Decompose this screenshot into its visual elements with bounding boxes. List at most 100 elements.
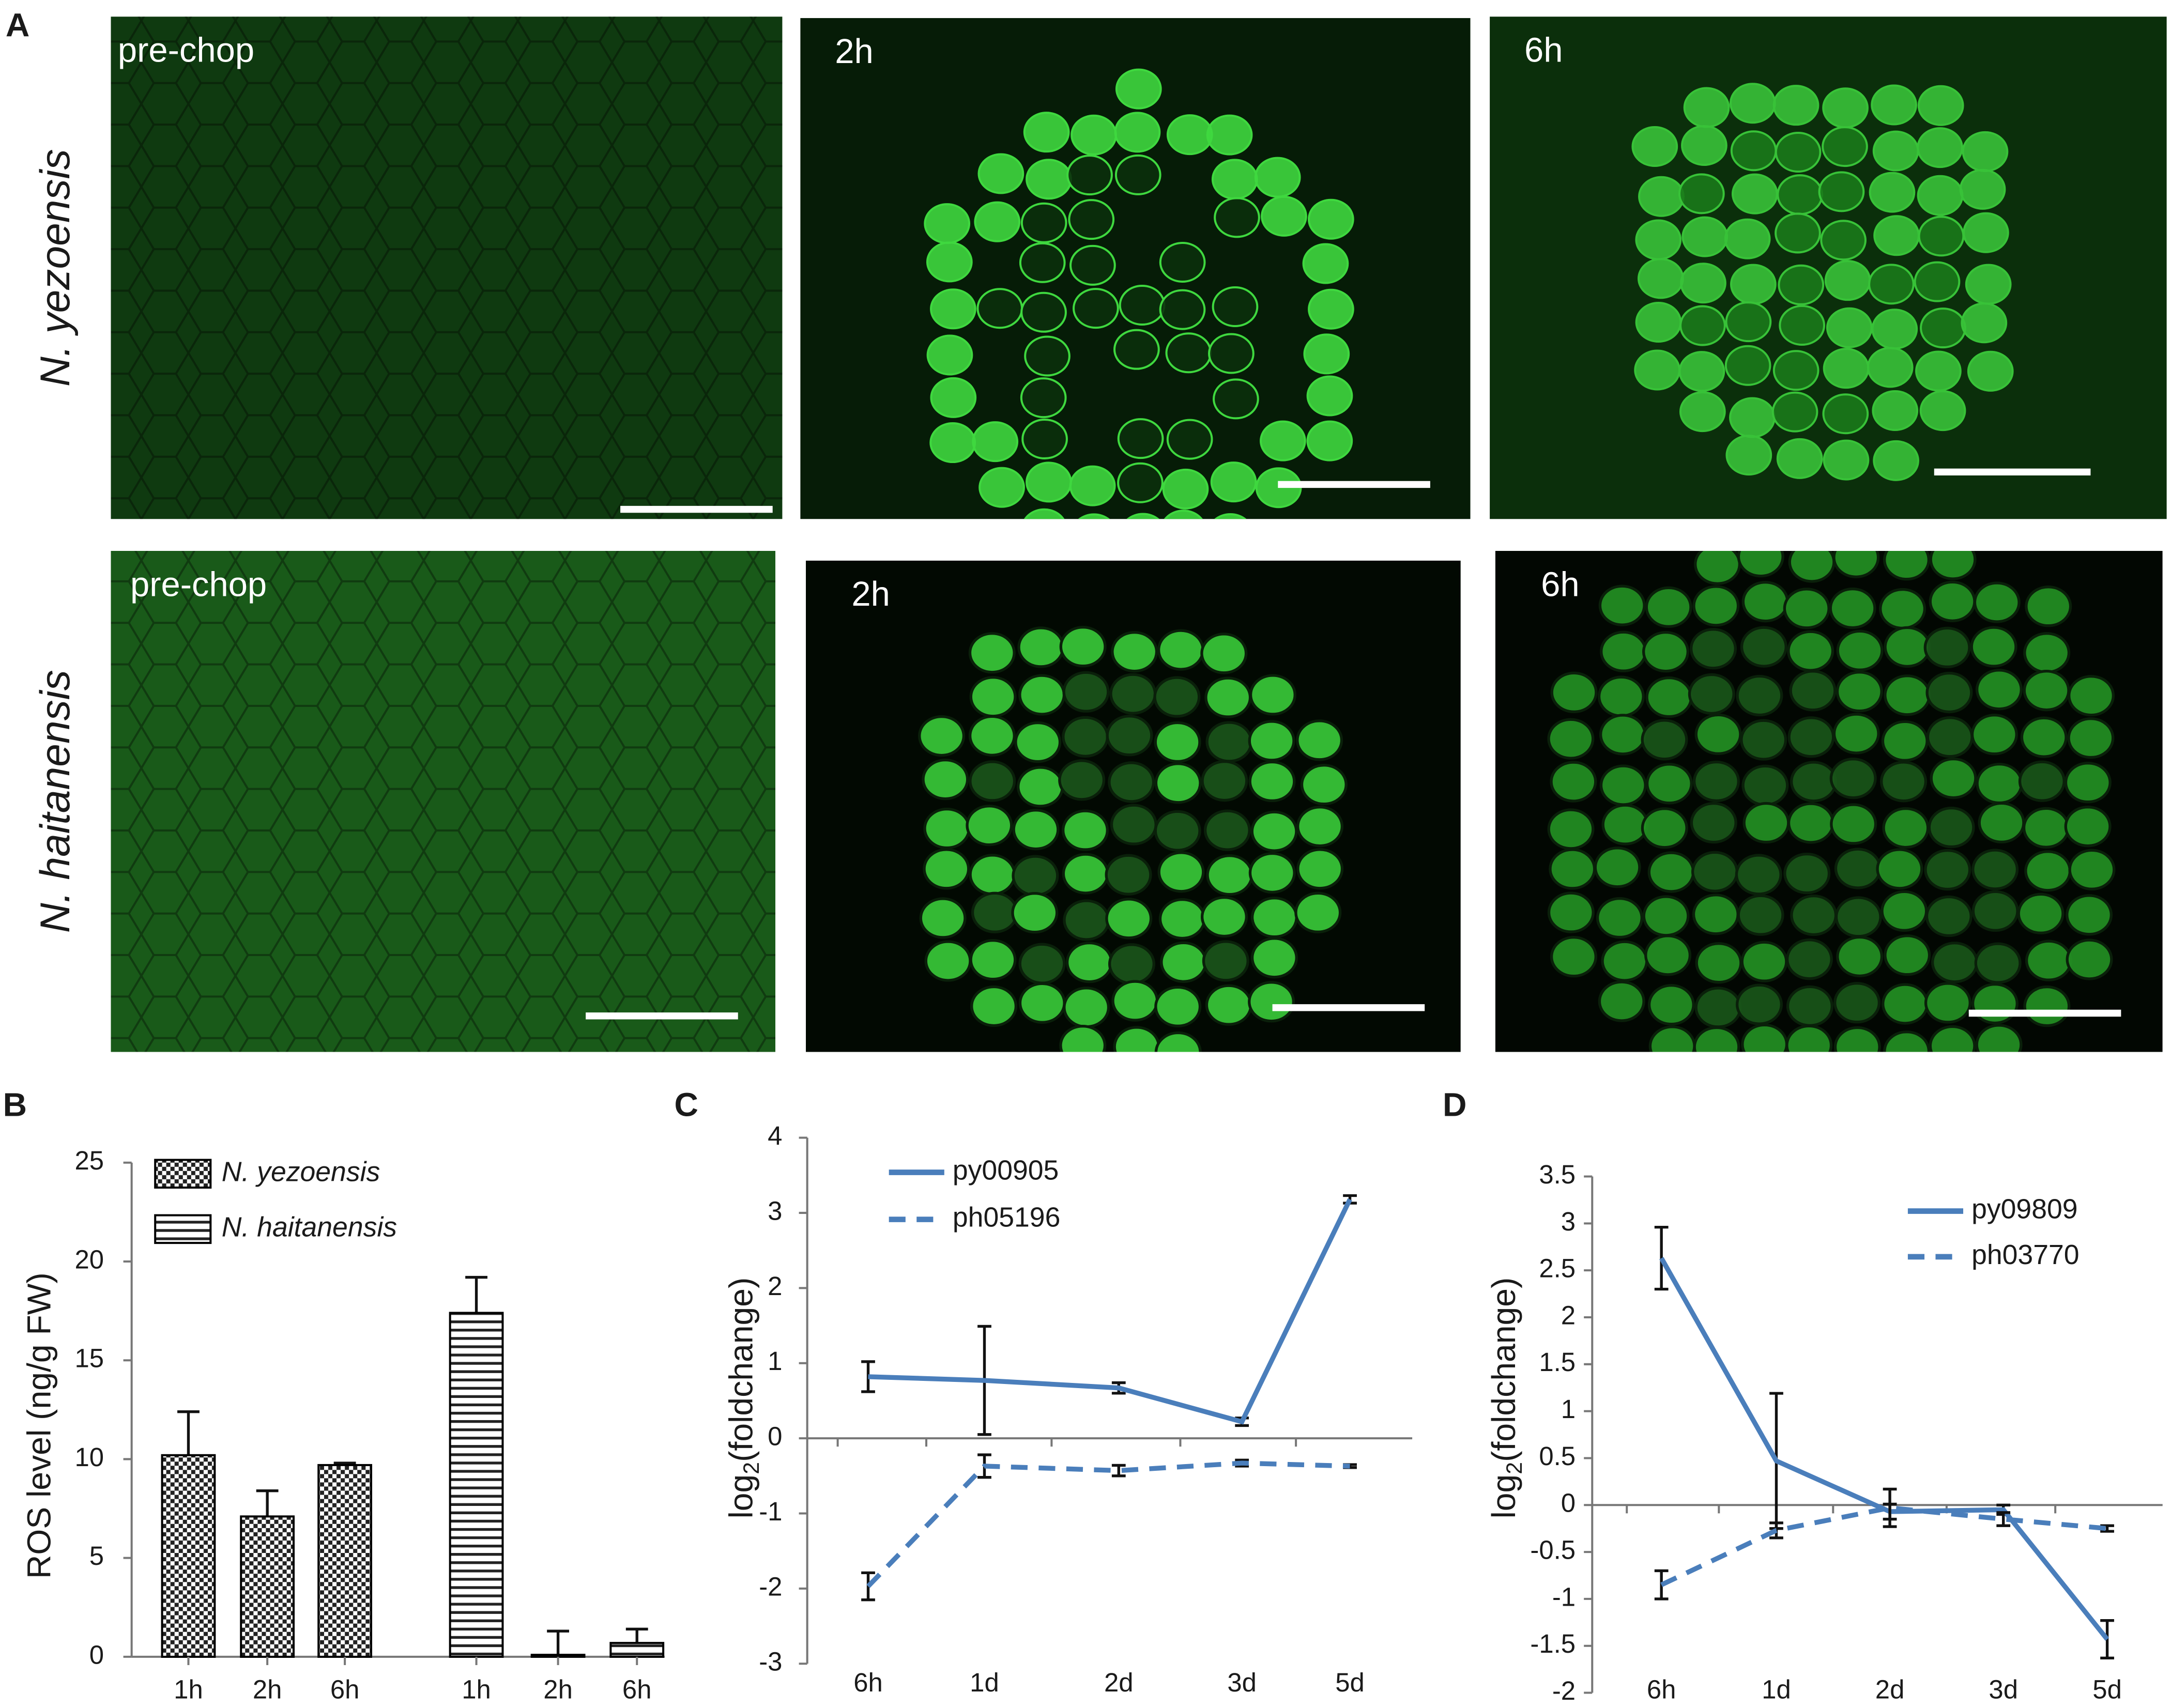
cell (1834, 848, 1882, 889)
cell (1917, 127, 1963, 168)
cell (1689, 628, 1737, 670)
cell (1062, 671, 1110, 713)
cell (1826, 307, 1873, 348)
y-tick-label: 0 (89, 1640, 104, 1669)
cell (1249, 674, 1296, 716)
panel-label: B (3, 1086, 27, 1124)
cell (1645, 586, 1692, 628)
cell (1111, 630, 1158, 673)
cell (1876, 848, 1923, 890)
cell (1647, 984, 1695, 1026)
y-tick-label: 2 (1561, 1300, 1576, 1330)
cell (1645, 676, 1693, 718)
cell (1638, 176, 1685, 217)
cell (1017, 626, 1065, 668)
cell (1214, 513, 1247, 519)
y-title-sub: 2 (1502, 1462, 1527, 1474)
cell (1735, 983, 1783, 1025)
cell (1108, 761, 1155, 803)
cell (1012, 855, 1059, 897)
cell (923, 807, 971, 850)
cell (1023, 112, 1070, 153)
cell (2022, 807, 2070, 849)
time-label: 6h (1541, 565, 1579, 604)
cell (2025, 586, 2072, 627)
cell (1688, 673, 1735, 715)
cell (1834, 896, 1882, 938)
cell-texture (111, 550, 776, 1052)
cell (1692, 894, 1739, 935)
cell (926, 334, 973, 376)
cell (1970, 714, 2018, 756)
cell (1918, 216, 1965, 257)
cell (1594, 847, 1641, 888)
cell (1914, 261, 1961, 302)
cell (1642, 895, 1690, 937)
cell (1205, 721, 1253, 763)
cell (1971, 849, 2019, 890)
cell (1159, 289, 1206, 330)
cell (1925, 895, 1973, 937)
y-tick-label: -1.5 (1530, 1629, 1576, 1658)
cell (1920, 307, 1966, 349)
cell (1970, 626, 2017, 668)
cell (2064, 805, 2112, 848)
x-tick-label: 3d (1989, 1674, 2018, 1704)
cell (1787, 630, 1834, 672)
cell (1919, 390, 1966, 432)
cell (1062, 716, 1109, 758)
cell (1820, 220, 1867, 261)
cell (1928, 1071, 1973, 1110)
cell (966, 804, 1013, 847)
cell (1884, 674, 1931, 716)
cell (1884, 934, 1931, 976)
series-line (868, 1198, 1352, 1425)
y-tick-label: 1 (768, 1346, 782, 1376)
cell (1822, 393, 1869, 435)
cell (1885, 1069, 1930, 1108)
micrograph-bg (1490, 17, 2167, 519)
time-label: pre-chop (130, 565, 267, 604)
cell (1785, 938, 1833, 980)
cell (1073, 288, 1119, 329)
cell (1550, 761, 1597, 803)
cell (1883, 550, 1931, 581)
cell (1069, 244, 1116, 286)
x-tick-label: 1d (970, 1668, 999, 1697)
cell (1642, 630, 1690, 673)
cell (1836, 629, 1884, 672)
cell (918, 715, 966, 757)
cell (1117, 418, 1164, 459)
cell (1597, 675, 1645, 717)
cell (1776, 438, 1823, 479)
x-tick-label: 2d (1875, 1674, 1905, 1704)
cell (1823, 348, 1870, 389)
cell (1742, 802, 1790, 844)
cell (1200, 896, 1248, 938)
cell (1873, 215, 1920, 256)
cell (1063, 899, 1110, 941)
cell (1725, 435, 1772, 476)
y-tick-label: -0.5 (1530, 1535, 1576, 1565)
cell (1917, 175, 1964, 216)
cell (1871, 84, 1917, 126)
cell (1110, 804, 1157, 845)
cell (1832, 713, 1880, 755)
cell (1058, 759, 1106, 801)
cell (1822, 87, 1869, 129)
cell (1692, 585, 1740, 627)
cell (1261, 195, 1307, 237)
cell (1789, 670, 1837, 712)
cell (1829, 587, 1876, 629)
cell (1111, 980, 1159, 1022)
cell (968, 715, 1016, 757)
cell (1114, 154, 1161, 195)
cell (1214, 197, 1260, 238)
cell (1063, 987, 1110, 1028)
cell (1691, 851, 1739, 893)
cell (1211, 159, 1258, 200)
cell (1832, 550, 1880, 578)
x-tick-label: 3d (1227, 1668, 1257, 1697)
cell (1775, 212, 1821, 254)
cell (1641, 807, 1688, 849)
